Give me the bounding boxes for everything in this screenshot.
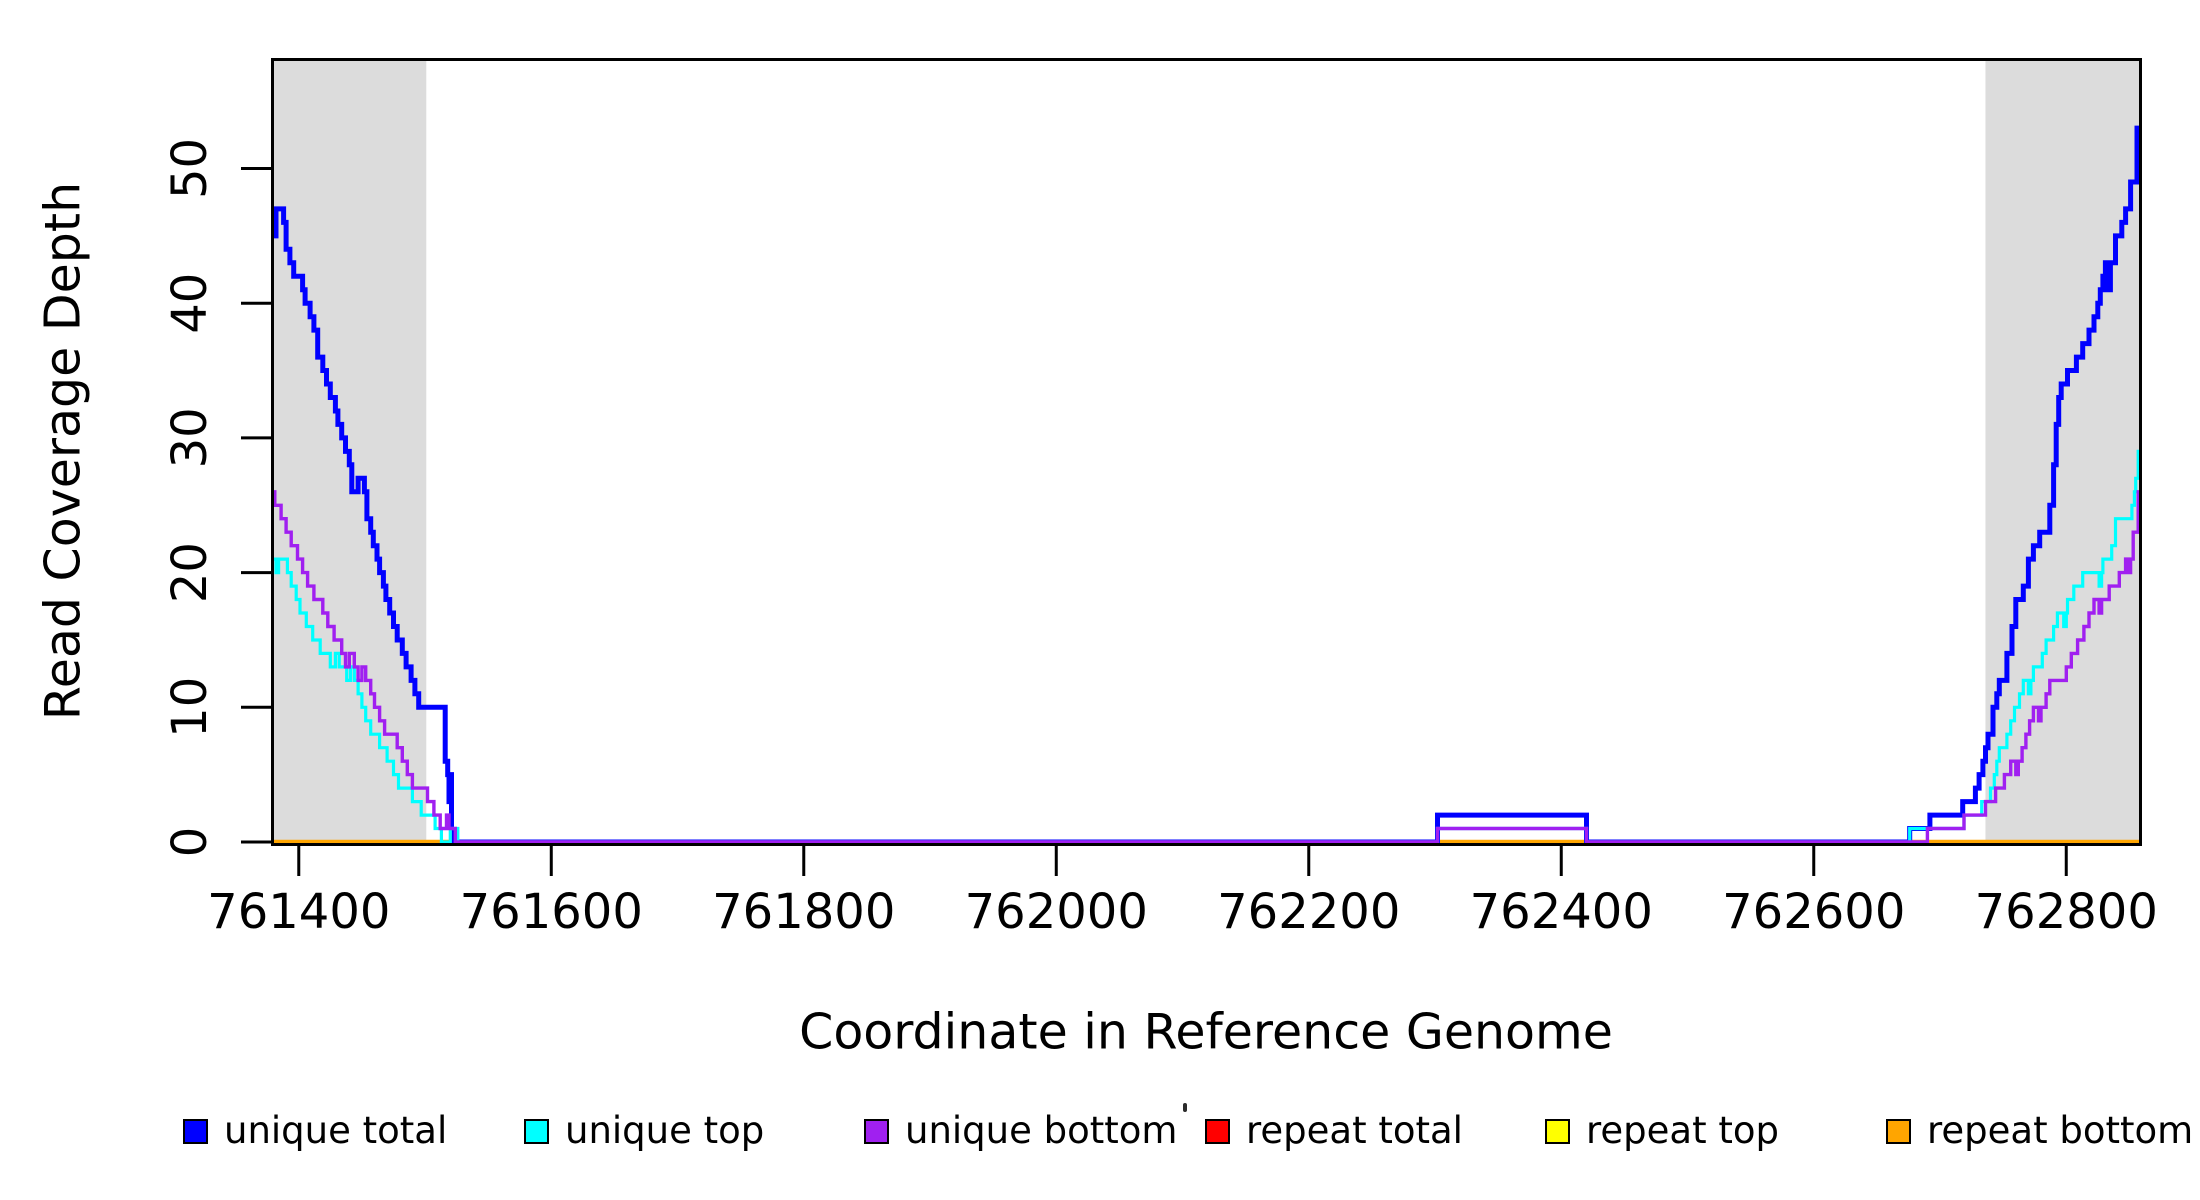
x-tick-label: 761600 bbox=[460, 884, 643, 940]
y-tick-label: 40 bbox=[162, 273, 218, 334]
shaded-region bbox=[1985, 59, 2142, 845]
series-unique-bottom bbox=[272, 490, 2141, 844]
y-axis-title: Read Coverage Depth bbox=[34, 181, 92, 721]
x-tick-label: 762000 bbox=[965, 884, 1148, 940]
y-tick-label: 20 bbox=[162, 542, 218, 603]
y-tick-label: 30 bbox=[162, 407, 218, 468]
x-tick-label: 762200 bbox=[1217, 884, 1400, 940]
plot-border bbox=[271, 58, 2142, 846]
y-tick-label: 0 bbox=[162, 827, 218, 858]
x-tick-label: 761800 bbox=[712, 884, 895, 940]
x-tick-label: 762600 bbox=[1722, 884, 1905, 940]
x-axis-title: Coordinate in Reference Genome bbox=[799, 1003, 1613, 1061]
y-tick-label: 50 bbox=[162, 138, 218, 199]
x-tick-label: 762400 bbox=[1470, 884, 1653, 940]
x-tick-label: 761400 bbox=[207, 884, 390, 940]
x-tick-label: 762800 bbox=[1975, 884, 2158, 940]
series-unique-top bbox=[272, 449, 2141, 844]
series-unique-total bbox=[272, 125, 2141, 845]
y-tick-label: 10 bbox=[162, 677, 218, 738]
stray-mark bbox=[1183, 1103, 1187, 1112]
